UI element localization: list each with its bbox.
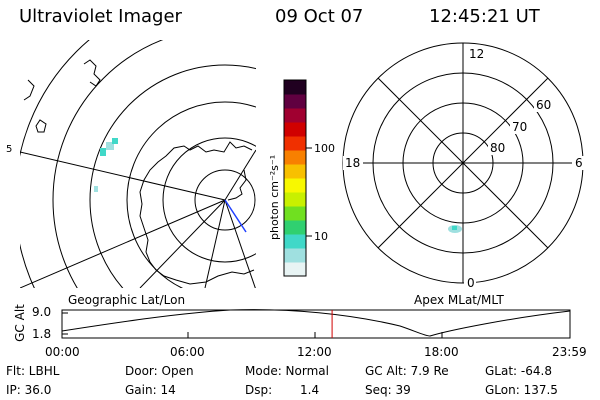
colorbar-band xyxy=(284,206,306,221)
mlt-label-6: 6 xyxy=(575,156,583,170)
meridian-3 xyxy=(204,199,226,288)
mlt-line-diag-2 xyxy=(377,77,549,249)
mlt-label-12: 12 xyxy=(469,47,484,61)
time-label: 12:45:21 UT xyxy=(429,6,540,27)
lat-circle-5 xyxy=(52,40,164,288)
status-mode: Mode: Normal xyxy=(245,364,329,378)
lat-circle-4 xyxy=(89,64,256,288)
colorbar-band xyxy=(284,262,306,277)
altitude-ytick-high: 9.0 xyxy=(32,305,52,319)
lat-circle-2 xyxy=(162,137,256,263)
coastline-fragment-2 xyxy=(23,79,35,101)
colorbar-tick-label-10: 10 xyxy=(314,230,328,243)
colorbar-band xyxy=(284,150,306,165)
meridian-4 xyxy=(224,149,256,201)
altitude-plot-frame xyxy=(61,309,571,339)
colorbar-tick-label-100: 100 xyxy=(314,142,335,155)
colorbar-band xyxy=(284,122,306,137)
status-gain: Gain: 14 xyxy=(125,383,176,397)
colorbar-band xyxy=(284,248,306,263)
aurora-blob-4 xyxy=(94,186,98,192)
status-gc-alt: GC Alt: 7.9 Re xyxy=(365,364,449,378)
mlt-label-18: 18 xyxy=(345,156,360,170)
mlat-label-80: 80 xyxy=(490,141,505,155)
status-dsp-value: 1.4 xyxy=(300,383,320,397)
status-seq: Seq: 39 xyxy=(365,383,411,397)
altitude-ylabel: GC Alt xyxy=(13,304,27,342)
meridian-2 xyxy=(139,199,226,288)
colorbar-label: photon cm⁻²s⁻¹ xyxy=(268,155,281,240)
colorbar-band xyxy=(284,234,306,249)
geographic-caption: Geographic Lat/Lon xyxy=(68,293,186,307)
xtick-label-1800: 18:00 xyxy=(424,345,459,359)
instrument-title: Ultraviolet Imager xyxy=(19,6,182,27)
xtick-label-1200: 12:00 xyxy=(297,345,332,359)
status-dsp-label: Dsp: xyxy=(245,383,273,397)
xtick-label-2359: 23:59 xyxy=(552,345,587,359)
altitude-curve xyxy=(61,309,571,337)
meridian-5 xyxy=(224,199,256,288)
lat-circle-3 xyxy=(126,101,256,288)
status-glat: GLat: -64.8 xyxy=(485,364,552,378)
colorbar-band xyxy=(284,164,306,179)
aurora-blob-1 xyxy=(100,148,106,156)
colorbar-band xyxy=(284,178,306,193)
mlat-label-70: 70 xyxy=(512,120,527,134)
colorbar-frame xyxy=(283,79,307,277)
status-door: Door: Open xyxy=(125,364,194,378)
xtick-label-0000: 00:00 xyxy=(45,345,80,359)
status-filter: Flt: LBHL xyxy=(6,364,60,378)
coastline-fragment-1 xyxy=(83,59,101,87)
terminator-line xyxy=(224,199,247,233)
colorbar-band xyxy=(284,94,306,109)
colorbar-band xyxy=(284,80,306,95)
mlt-label-0: 0 xyxy=(467,276,475,290)
date-label: 09 Oct 07 xyxy=(275,6,364,27)
geographic-map xyxy=(20,40,256,288)
aurora-blob-2 xyxy=(106,142,114,150)
status-ip: IP: 36.0 xyxy=(6,383,52,397)
lon-tick: 5 xyxy=(6,144,12,155)
altitude-ytick-low: 1.8 xyxy=(32,327,52,341)
colorbar-band xyxy=(284,108,306,123)
colorbar: 100 10 photon cm⁻²s⁻¹ xyxy=(268,79,335,277)
coastline-fragment-3 xyxy=(35,119,47,133)
magnetic-polar-plot xyxy=(342,42,584,284)
aurora-blob-3 xyxy=(112,138,118,144)
aurora-oval-core xyxy=(452,226,457,230)
colorbar-band xyxy=(284,220,306,235)
status-glon: GLon: 137.5 xyxy=(485,383,558,397)
colorbar-band xyxy=(284,136,306,151)
lat-circle-1 xyxy=(194,169,256,231)
coastline-peninsula xyxy=(227,169,247,201)
magnetic-caption: Apex MLat/MLT xyxy=(414,293,504,307)
colorbar-band xyxy=(284,192,306,207)
altitude-plot xyxy=(61,309,571,339)
mlat-label-60: 60 xyxy=(536,98,551,112)
xtick-label-0600: 06:00 xyxy=(170,345,205,359)
meridian-6 xyxy=(20,199,226,288)
coastline-antarctica xyxy=(139,141,255,285)
meridian-1 xyxy=(20,151,226,201)
